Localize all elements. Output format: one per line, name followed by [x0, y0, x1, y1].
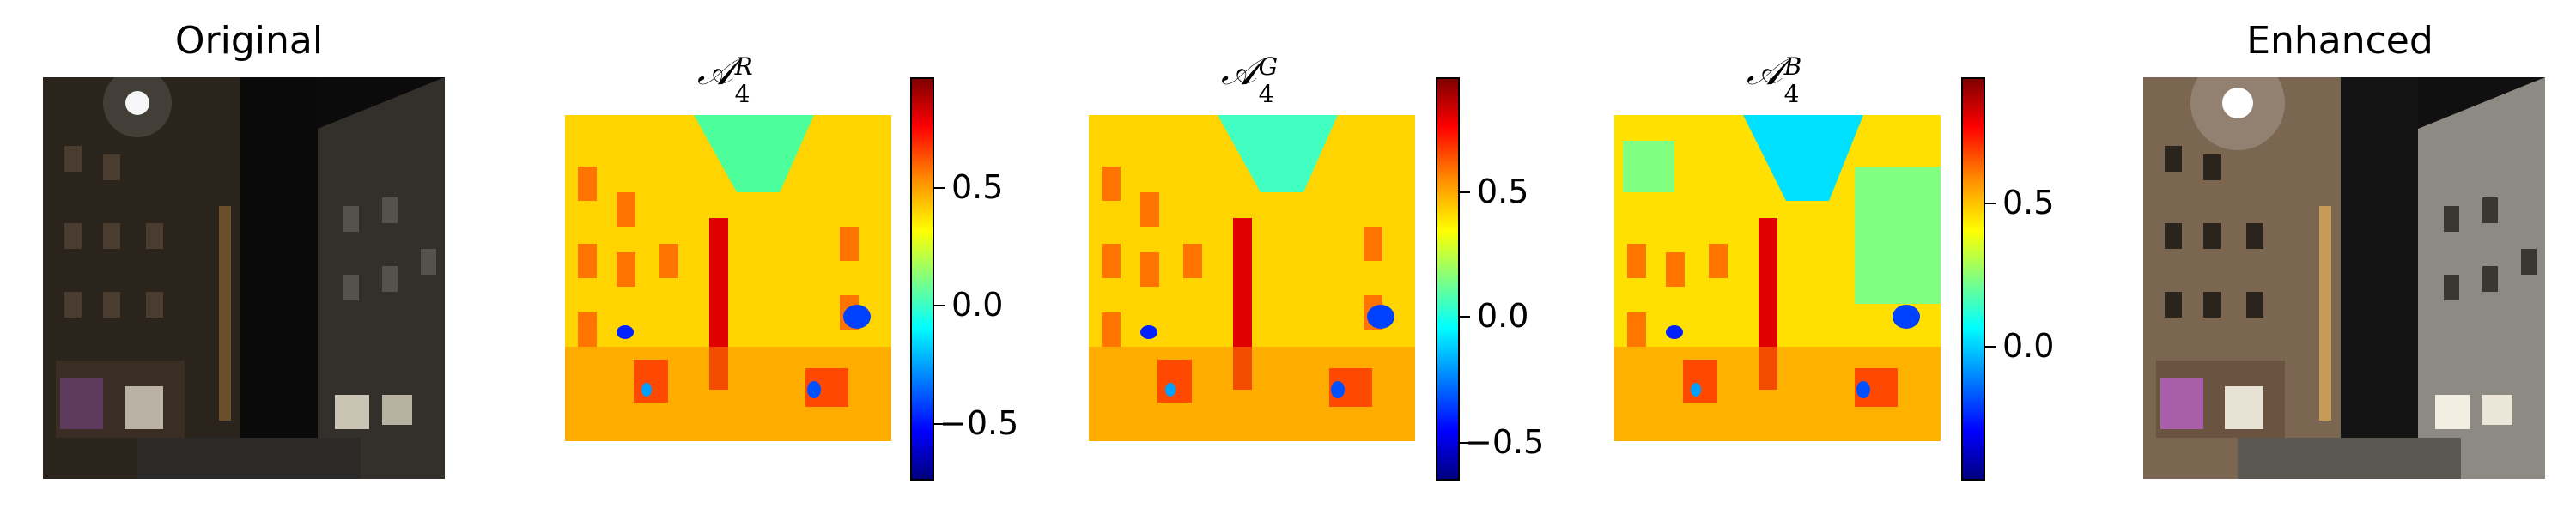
colorbar-r-tick-label: 0.5 — [951, 168, 1004, 206]
original-image — [43, 77, 445, 479]
attention-map-r — [565, 115, 891, 441]
colorbar-g-tick-label: −0.5 — [1465, 423, 1545, 461]
colorbar-r-tick — [934, 423, 945, 425]
attention-map-b — [1614, 115, 1941, 441]
enhanced-title: Enhanced — [2246, 19, 2433, 63]
enhanced-image — [2143, 77, 2545, 479]
attention-map-g — [1089, 115, 1415, 441]
colorbar-r-tick-label: 0.0 — [951, 286, 1004, 324]
original-title: Original — [174, 19, 324, 63]
colorbar-r — [910, 77, 934, 481]
colorbar-b-tick — [1985, 346, 1996, 348]
colorbar-g-tick — [1460, 191, 1470, 193]
colorbar-g — [1436, 77, 1460, 481]
colorbar-g-tick — [1460, 316, 1470, 318]
colorbar-g-tick-label: 0.5 — [1477, 173, 1529, 210]
colorbar-r-tick — [934, 305, 945, 306]
colorbar-b-tick-label: 0.5 — [2002, 184, 2055, 221]
colorbar-r-tick — [934, 187, 945, 189]
colorbar-b-tick-label: 0.0 — [2002, 327, 2055, 365]
colorbar-g-tick-label: 0.0 — [1477, 297, 1529, 335]
colorbar-b — [1961, 77, 1985, 481]
colorbar-g-tick — [1460, 442, 1470, 444]
colorbar-r-tick-label: −0.5 — [939, 404, 1019, 442]
colorbar-b-tick — [1985, 203, 1996, 204]
